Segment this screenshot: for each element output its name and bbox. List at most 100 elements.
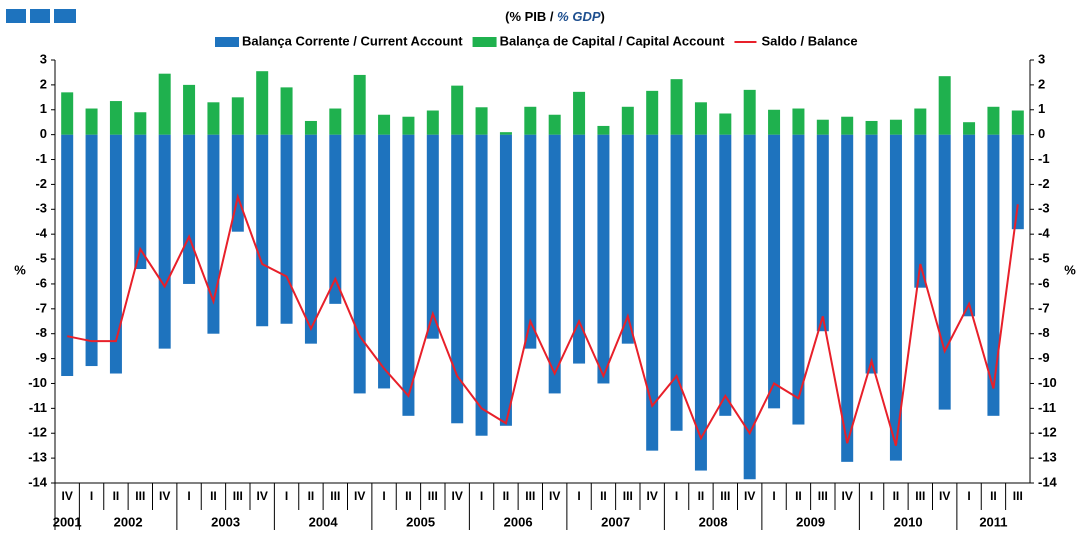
bar [499,132,512,135]
y-tick-label: 0 [40,126,47,141]
bar [256,71,269,135]
bar [792,134,805,425]
logo-square [6,9,26,23]
x-tick-label: I [382,489,385,503]
bar [256,134,269,327]
x-tick-label: II [405,489,412,503]
subtitle-pt: (% PIB / [505,9,557,24]
x-tick-label: IV [452,489,463,503]
y-tick-label: -7 [35,300,47,315]
bar [597,125,610,135]
bar [646,134,659,451]
bar [694,134,707,471]
y2-tick-label: -5 [1038,250,1050,265]
bar [938,134,951,410]
bar [158,73,171,135]
y2-tick-label: -2 [1038,176,1050,191]
y-tick-label: -8 [35,325,47,340]
bar [158,134,171,349]
y-tick-label: -5 [35,250,47,265]
logo-square [54,9,76,23]
bar [280,134,293,324]
bar [475,107,488,135]
bar [85,108,98,135]
bar [719,134,732,416]
bar [597,134,610,384]
year-label: 2003 [211,514,240,529]
x-tick-label: I [480,489,483,503]
x-tick-label: IV [744,489,755,503]
year-label: 2005 [406,514,435,529]
bar [329,108,342,135]
y-tick-label: 2 [40,76,47,91]
bar [963,134,976,317]
x-tick-label: III [525,489,535,503]
y-tick-label: -6 [35,275,47,290]
bar [816,119,829,135]
x-tick-label: III [428,489,438,503]
x-tick-label: IV [549,489,560,503]
bar [134,112,147,135]
y2-tick-label: -12 [1038,425,1057,440]
bar [548,114,561,135]
y2-tick-label: 1 [1038,101,1045,116]
y2-tick-label: -7 [1038,300,1050,315]
bar [914,108,927,135]
bar [402,116,415,135]
bar [134,134,147,270]
bar [207,134,220,334]
bar [865,120,878,135]
x-tick-label: IV [842,489,853,503]
bar [524,134,537,349]
bar [61,92,74,135]
bar [475,134,488,436]
bar [329,134,342,304]
bar [426,110,439,135]
bar [865,134,878,374]
x-tick-label: II [113,489,120,503]
x-tick-label: I [967,489,970,503]
bar [353,134,366,394]
x-tick-label: II [600,489,607,503]
bar [670,134,683,431]
y2-tick-label: -6 [1038,275,1050,290]
year-label: 2007 [601,514,630,529]
bar [378,114,391,135]
bar [61,134,74,377]
x-tick-label: IV [159,489,170,503]
bar [451,85,464,135]
bar [85,134,98,367]
year-label: 2002 [114,514,143,529]
y-tick-label: -12 [28,425,47,440]
legend-label: Saldo / Balance [761,33,857,48]
y2-tick-label: -8 [1038,325,1050,340]
year-label: 2006 [504,514,533,529]
x-tick-label: IV [354,489,365,503]
bar [548,134,561,394]
bar [451,134,464,424]
x-tick-label: II [795,489,802,503]
legend-label: Balança Corrente / Current Account [242,33,463,48]
bar [1011,134,1024,230]
bar [963,122,976,135]
y2-tick-label: -3 [1038,201,1050,216]
bar [889,119,902,135]
y-tick-label: -1 [35,151,47,166]
x-tick-label: III [720,489,730,503]
x-tick-label: I [675,489,678,503]
legend-swatch [472,37,497,47]
bar [743,134,756,480]
bar [987,134,1000,416]
bar [621,134,634,344]
bar [353,74,366,135]
bar [841,116,854,135]
year-label: 2004 [309,514,339,529]
x-tick-label: II [503,489,510,503]
x-tick-label: III [818,489,828,503]
y2-tick-label: -9 [1038,350,1050,365]
x-tick-label: IV [257,489,268,503]
bar [768,109,781,135]
bar [207,102,220,135]
bar [183,84,196,135]
y2-tick-label: -4 [1038,226,1050,241]
